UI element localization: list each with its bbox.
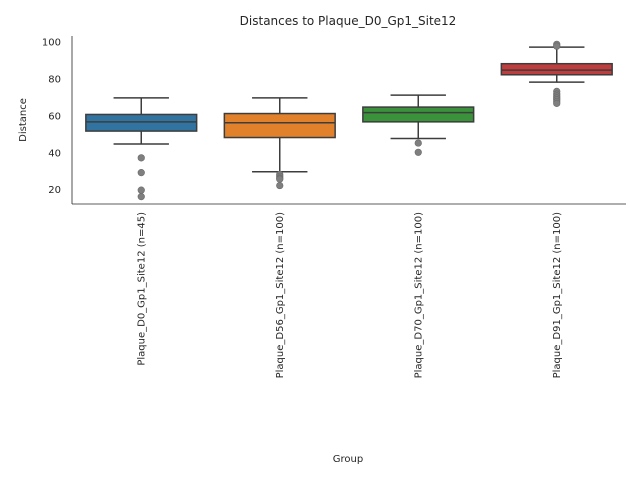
x-tick-label: Plaque_D91_Gp1_Site12 (n=100) (552, 212, 563, 378)
outlier-point (137, 154, 145, 162)
box-body (223, 112, 336, 139)
outlier-point (553, 99, 561, 107)
box-body (500, 62, 613, 76)
y-axis-label: Distance (18, 98, 29, 142)
y-axis-ticks: 20 40 60 80 100 (42, 38, 61, 197)
outlier-point (553, 42, 561, 50)
box-group-4 (500, 40, 613, 107)
outlier-point (414, 139, 422, 147)
outlier-point (276, 175, 284, 183)
box-group-2 (223, 97, 336, 190)
y-tick-label: 60 (48, 111, 61, 122)
outlier-point (276, 181, 284, 190)
x-tick-label: Plaque_D56_Gp1_Site12 (n=100) (275, 212, 286, 378)
x-tick-label: Plaque_D70_Gp1_Site12 (n=100) (413, 212, 424, 378)
outlier-point (137, 186, 145, 194)
outlier-point (137, 169, 145, 177)
y-tick-label: 100 (42, 38, 61, 49)
chart-title: Distances to Plaque_D0_Gp1_Site12 (240, 14, 457, 28)
y-tick-label: 40 (48, 148, 61, 159)
outlier-point (414, 148, 422, 156)
x-axis-label: Group (333, 454, 363, 465)
box-group-3 (362, 94, 475, 156)
outlier-point (137, 193, 145, 201)
x-axis-ticks: Plaque_D0_Gp1_Site12 (n=45) Plaque_D56_Gp… (136, 212, 563, 378)
x-tick-label: Plaque_D0_Gp1_Site12 (n=45) (136, 212, 147, 366)
box-group-1 (85, 97, 198, 201)
box-body (85, 113, 198, 132)
y-tick-label: 20 (48, 185, 61, 196)
y-tick-label: 80 (48, 74, 61, 85)
plot-area (85, 40, 613, 201)
box-body (362, 106, 475, 123)
